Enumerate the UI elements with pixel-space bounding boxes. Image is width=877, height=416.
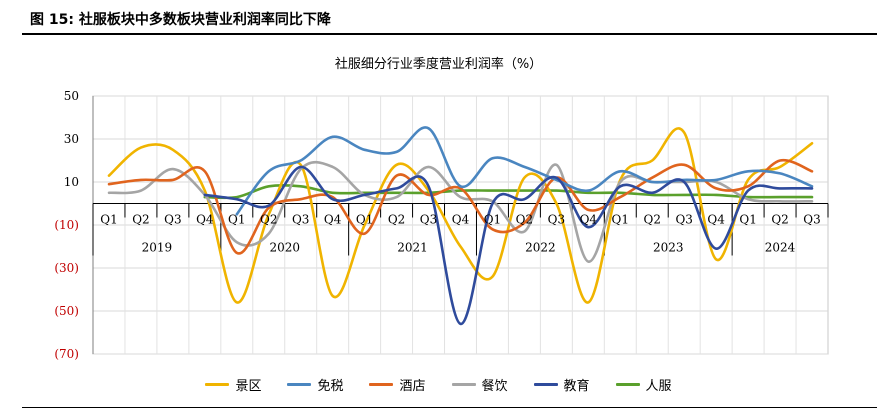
x-tick-label: Q2	[643, 213, 660, 227]
legend-swatch	[369, 382, 394, 386]
x-tick-label: Q4	[707, 213, 725, 227]
x-tick-label: Q4	[580, 213, 598, 227]
year-label: 2023	[653, 241, 684, 255]
year-label: 2024	[765, 241, 796, 255]
legend-swatch	[287, 382, 312, 386]
chart-title: 社服细分行业季度营业利润率（%）	[334, 57, 543, 72]
legend-item: 酒店	[369, 375, 426, 394]
y-tick-label: (50)	[54, 304, 79, 318]
series-line-3	[107, 158, 814, 255]
series-line-2	[235, 126, 814, 216]
figure-header: 图 15: 社服板块中多数板块营业利润率同比下降	[0, 0, 877, 40]
x-tick-label: Q3	[420, 213, 437, 227]
legend-label: 酒店	[399, 378, 426, 394]
x-tick-label: Q3	[675, 213, 692, 227]
y-tick-label: (70)	[54, 347, 79, 361]
year-label: 2019	[142, 241, 173, 255]
legend-label: 人服	[645, 378, 672, 394]
series-line-5	[203, 165, 814, 326]
legend-item: 餐饮	[451, 375, 508, 394]
legend-item: 教育	[533, 375, 590, 394]
legend-label: 免税	[317, 378, 344, 394]
year-label: 2020	[269, 241, 300, 255]
y-tick-label: (30)	[54, 261, 79, 275]
x-tick-label: Q3	[292, 213, 309, 227]
x-tick-label: Q1	[612, 213, 629, 227]
x-tick-label: Q1	[484, 213, 501, 227]
top-rule	[22, 33, 877, 35]
figure-title: 图 15: 社服板块中多数板块营业利润率同比下降	[30, 12, 331, 28]
x-tick-label: Q2	[771, 213, 788, 227]
legend-item: 免税	[287, 375, 343, 394]
y-tick-label: (10)	[54, 218, 79, 232]
legend-item: 人服	[615, 375, 672, 394]
y-tick-label: 50	[64, 89, 79, 103]
x-tick-label: Q2	[132, 213, 149, 227]
year-label: 2022	[525, 241, 556, 255]
x-tick-label: Q3	[164, 213, 181, 227]
legend-item: 景区	[205, 375, 261, 394]
legend-swatch	[533, 382, 558, 386]
series-line-1	[107, 127, 814, 304]
x-tick-label: Q2	[260, 213, 277, 227]
x-tick-label: Q3	[548, 213, 565, 227]
bottom-rule	[22, 407, 877, 408]
series-line-6	[203, 183, 814, 200]
legend-label: 餐饮	[481, 378, 508, 394]
x-tick-label: Q4	[324, 213, 342, 227]
series-lines	[107, 126, 814, 326]
x-tick-label: Q1	[739, 213, 756, 227]
x-tick-label: Q1	[228, 213, 245, 227]
x-tick-label: Q4	[452, 213, 470, 227]
y-tick-label: 10	[64, 175, 79, 189]
legend-swatch	[205, 382, 230, 386]
year-label: 2021	[397, 241, 428, 255]
x-tick-label: Q1	[100, 213, 117, 227]
legend: 景区 免税 酒店 餐饮 教育 人服	[0, 372, 877, 396]
x-tick-label: Q2	[388, 213, 405, 227]
tick-labels: 50 30 10 (10) (30) (50) (70) 2019 2020 2021 2022 20…	[54, 89, 820, 361]
x-tick-label: Q3	[803, 213, 820, 227]
legend-swatch	[451, 382, 476, 386]
y-tick-label: 30	[64, 132, 79, 146]
legend-swatch	[615, 382, 640, 386]
legend-label: 教育	[563, 378, 590, 394]
x-tick-label: Q2	[516, 213, 533, 227]
x-tick-label: Q1	[356, 213, 373, 227]
x-tick-label: Q4	[196, 213, 214, 227]
legend-label: 景区	[235, 378, 262, 394]
series-line-4	[107, 160, 814, 263]
